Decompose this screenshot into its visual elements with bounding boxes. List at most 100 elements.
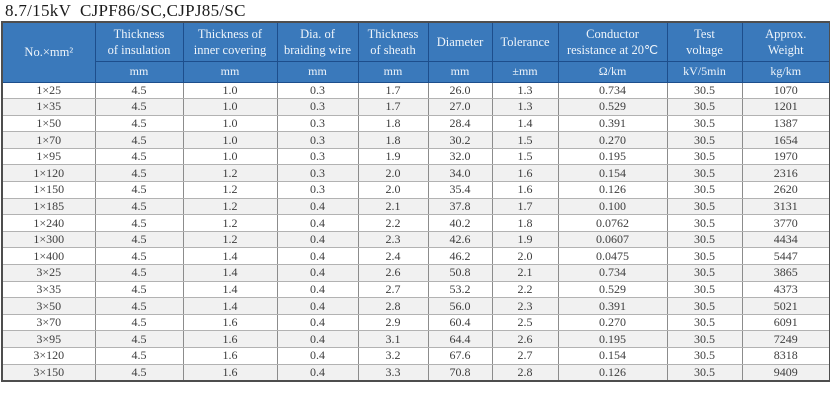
table-cell: 0.154 xyxy=(557,347,668,365)
table-cell: 2.6 xyxy=(357,264,429,282)
table-cell: 2.4 xyxy=(357,247,429,266)
table-cell: 4.5 xyxy=(94,114,184,133)
table-cell: 0.3 xyxy=(276,114,359,133)
table-cell: 1×150 xyxy=(1,181,96,199)
table-cell: 0.734 xyxy=(557,264,668,282)
column-header-size: No.×mm² xyxy=(1,21,96,83)
table-cell: 1.9 xyxy=(357,147,429,166)
table-row: 1×25 4.5 1.0 0.3 1.7 26.0 1.3 0.734 30.5 1070 xyxy=(1,81,830,100)
table-cell: 28.4 xyxy=(427,114,493,133)
table-cell: 2.3 xyxy=(357,230,429,249)
table-cell: 4.5 xyxy=(94,81,184,100)
table-row: 3×95 4.5 1.6 0.4 3.1 64.4 2.6 0.195 30.5 7249 xyxy=(1,330,830,348)
table-cell: 30.5 xyxy=(666,230,743,249)
column-header-braiding-wire-dia: Dia. of braiding wire xyxy=(276,21,359,62)
table-cell: 67.6 xyxy=(427,347,493,365)
table-cell: 1.5 xyxy=(491,131,559,149)
unit-approx-weight: kg/km xyxy=(741,60,830,83)
table-cell: 1.4 xyxy=(182,297,278,315)
table-cell: 1654 xyxy=(741,131,830,149)
table-cell: 4.5 xyxy=(94,181,184,199)
table-cell: 1.6 xyxy=(491,164,559,183)
unit-diameter: mm xyxy=(427,60,493,83)
table-cell: 3×150 xyxy=(1,363,96,382)
table-cell: 4.5 xyxy=(94,98,184,116)
table-cell: 1.4 xyxy=(182,264,278,282)
unit-insulation-thickness: mm xyxy=(94,60,184,83)
table-cell: 70.8 xyxy=(427,363,493,382)
table-cell: 1.0 xyxy=(182,131,278,149)
column-header-sheath-thickness: Thickness of sheath xyxy=(357,21,429,62)
table-cell: 4.5 xyxy=(94,214,184,232)
table-cell: 30.5 xyxy=(666,330,743,348)
table-cell: 26.0 xyxy=(427,81,493,100)
table-cell: 0.4 xyxy=(276,247,359,266)
table-cell: 2.7 xyxy=(491,347,559,365)
table-cell: 4.5 xyxy=(94,230,184,249)
table-cell: 1×185 xyxy=(1,197,96,216)
table-cell: 0.270 xyxy=(557,131,668,149)
table-cell: 30.5 xyxy=(666,214,743,232)
table-cell: 0.391 xyxy=(557,114,668,133)
table-cell: 1.4 xyxy=(182,280,278,299)
table-row: 3×50 4.5 1.4 0.4 2.8 56.0 2.3 0.391 30.5 5021 xyxy=(1,297,830,315)
table-cell: 3×25 xyxy=(1,264,96,282)
table-cell: 4.5 xyxy=(94,197,184,216)
table-cell: 2.7 xyxy=(357,280,429,299)
unit-tolerance: ±mm xyxy=(491,60,559,83)
table-cell: 37.8 xyxy=(427,197,493,216)
table-cell: 2.1 xyxy=(491,264,559,282)
table-cell: 30.5 xyxy=(666,131,743,149)
table-cell: 3131 xyxy=(741,197,830,216)
table-cell: 4434 xyxy=(741,230,830,249)
table-row: 3×150 4.5 1.6 0.4 3.3 70.8 2.8 0.126 30.5 9409 xyxy=(1,363,830,382)
table-cell: 1.2 xyxy=(182,230,278,249)
table-row: 1×35 4.5 1.0 0.3 1.7 27.0 1.3 0.529 30.5 1201 xyxy=(1,98,830,116)
table-cell: 30.5 xyxy=(666,347,743,365)
table-cell: 2.5 xyxy=(491,313,559,332)
table-cell: 0.4 xyxy=(276,280,359,299)
table-cell: 1×300 xyxy=(1,230,96,249)
table-row: 1×185 4.5 1.2 0.4 2.1 37.8 1.7 0.100 30.5 3131 xyxy=(1,197,830,216)
table-cell: 1.6 xyxy=(182,347,278,365)
table-cell: 2.2 xyxy=(357,214,429,232)
table-cell: 30.5 xyxy=(666,363,743,382)
table-cell: 6091 xyxy=(741,313,830,332)
table-cell: 30.5 xyxy=(666,164,743,183)
table-cell: 1.6 xyxy=(182,313,278,332)
table-cell: 53.2 xyxy=(427,280,493,299)
table-cell: 4.5 xyxy=(94,247,184,266)
table-cell: 0.4 xyxy=(276,297,359,315)
table-cell: 30.5 xyxy=(666,264,743,282)
table-body: 1×25 4.5 1.0 0.3 1.7 26.0 1.3 0.734 30.5 1070 1×35… xyxy=(1,81,830,382)
table-cell: 1970 xyxy=(741,147,830,166)
table-row: 1×120 4.5 1.2 0.3 2.0 34.0 1.6 0.154 30.5 2316 xyxy=(1,164,830,183)
table-cell: 3865 xyxy=(741,264,830,282)
table-cell: 1.7 xyxy=(357,81,429,100)
table-cell: 4.5 xyxy=(94,313,184,332)
table-cell: 30.5 xyxy=(666,280,743,299)
table-cell: 34.0 xyxy=(427,164,493,183)
table-cell: 0.126 xyxy=(557,363,668,382)
table-cell: 9409 xyxy=(741,363,830,382)
cable-spec-table: No.×mm² Thickness of insulation Thicknes… xyxy=(1,21,830,382)
table-cell: 1.8 xyxy=(491,214,559,232)
table-cell: 0.4 xyxy=(276,197,359,216)
table-cell: 0.4 xyxy=(276,313,359,332)
table-cell: 1×35 xyxy=(1,98,96,116)
table-cell: 4.5 xyxy=(94,347,184,365)
table-cell: 1.0 xyxy=(182,114,278,133)
table-cell: 1×240 xyxy=(1,214,96,232)
table-cell: 0.4 xyxy=(276,214,359,232)
table-cell: 1.9 xyxy=(491,230,559,249)
table-cell: 30.5 xyxy=(666,297,743,315)
table-cell: 1×95 xyxy=(1,147,96,166)
table-cell: 3.2 xyxy=(357,347,429,365)
table-cell: 1.0 xyxy=(182,98,278,116)
table-cell: 1.6 xyxy=(491,181,559,199)
table-cell: 1.2 xyxy=(182,214,278,232)
table-cell: 5447 xyxy=(741,247,830,266)
table-cell: 2316 xyxy=(741,164,830,183)
table-row: 3×70 4.5 1.6 0.4 2.9 60.4 2.5 0.270 30.5 6091 xyxy=(1,313,830,332)
table-row: 1×400 4.5 1.4 0.4 2.4 46.2 2.0 0.0475 30.5 5447 xyxy=(1,247,830,266)
